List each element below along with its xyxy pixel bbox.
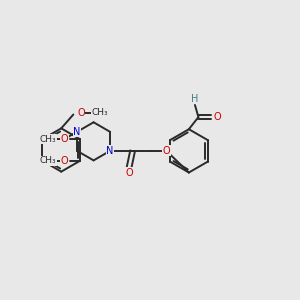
Text: O: O <box>61 134 68 144</box>
Text: O: O <box>163 146 170 156</box>
Text: O: O <box>61 156 68 166</box>
Text: H: H <box>191 94 199 104</box>
Text: O: O <box>125 167 133 178</box>
Text: CH₃: CH₃ <box>91 108 108 117</box>
Text: CH₃: CH₃ <box>40 156 56 165</box>
Text: N: N <box>106 146 114 156</box>
Text: O: O <box>213 112 221 122</box>
Text: O: O <box>77 108 85 118</box>
Text: N: N <box>74 127 81 137</box>
Text: CH₃: CH₃ <box>40 135 56 144</box>
